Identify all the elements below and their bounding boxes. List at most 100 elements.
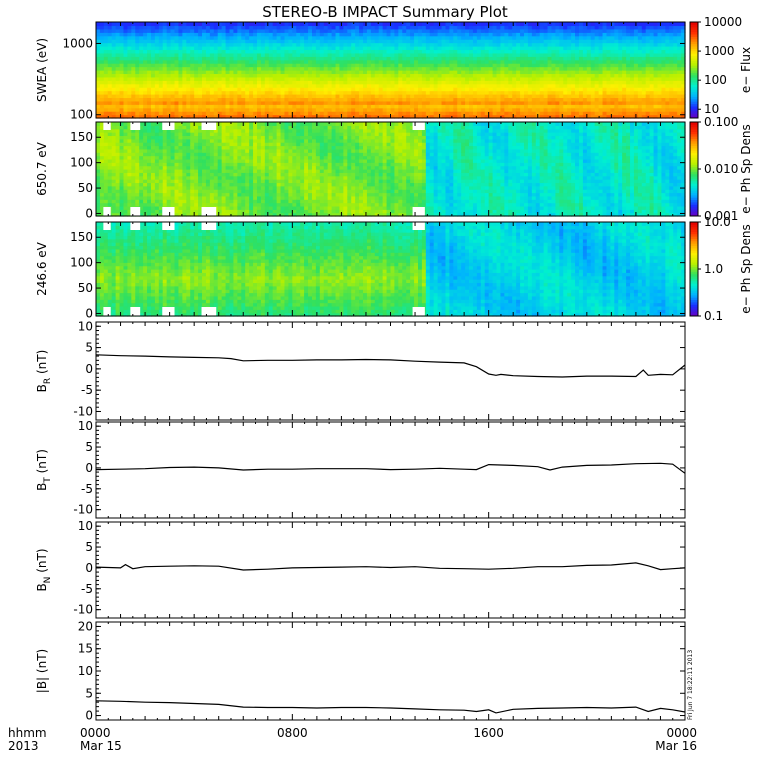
spectrogram-cell [606,100,611,105]
spectrogram-cell [143,192,148,197]
spectrogram-cell [417,100,423,105]
spectrogram-cell [311,76,317,81]
spectrogram-cell [363,114,368,119]
spectrogram-cell [296,80,301,85]
spectrogram-cell [661,25,666,30]
spectrogram-cell [107,165,113,170]
spectrogram-cell [147,155,152,160]
spectrogram-cell [539,97,545,102]
spectrogram-cell [115,179,121,184]
spectrogram-cell [359,56,364,61]
spectrogram-cell [213,59,219,64]
spectrogram-cell [182,199,187,204]
spectrogram-cell [249,42,254,47]
colorbar-swatch [690,103,698,107]
spectrogram-cell [335,76,341,81]
spectrogram-cell [516,32,521,37]
spectrogram-cell [135,138,140,143]
spectrogram-cell [461,35,466,40]
spectrogram-cell [681,76,686,81]
spectrogram-cell [618,59,623,64]
spectrogram-cell [637,46,643,51]
spectrogram-cell [649,42,655,47]
spectrogram-cell [665,32,670,37]
spectrogram-cell [158,80,164,85]
spectrogram-cell [653,100,659,105]
spectrogram-cell [661,49,666,54]
spectrogram-cell [445,52,450,57]
spectrogram-cell [143,35,148,40]
spectrogram-cell [527,73,533,78]
spectrogram-cell [300,35,305,40]
spectrogram-cell [115,158,121,163]
spectrogram-cell [500,63,505,68]
spectrogram-cell [363,90,368,95]
spectrogram-cell [311,63,317,68]
spectrogram-cell [131,148,136,153]
spectrogram-cell [111,189,117,194]
spectrogram-cell [551,83,557,88]
spectrogram-cell [343,42,348,47]
spectrogram-cell [213,66,219,71]
spectrogram-cell [253,56,258,61]
spectrogram-cell [461,46,466,51]
spectrogram-cell [202,63,207,68]
spectrogram-cell [158,100,164,105]
spectrogram-cell [598,97,604,102]
spectrogram-cell [551,46,557,51]
spectrogram-cell [669,28,674,33]
spectrogram-cell [256,104,262,109]
spectrogram-cell [626,97,631,102]
spectrogram-cell [453,52,458,57]
spectrogram-cell [425,114,431,119]
spectrogram-cell [382,104,388,109]
spectrogram-cell [555,90,560,95]
spectrogram-cell [520,52,525,57]
spectrogram-cell [174,169,180,173]
spectrogram-cell [500,73,505,78]
spectrogram-cell [202,114,207,119]
spectrogram-cell [669,66,674,71]
spectrogram-cell [398,87,403,92]
spectrogram-cell [425,97,431,102]
spectrogram-cell [335,97,341,102]
spectrogram-cell [264,104,270,109]
spectrogram-cell [582,73,588,78]
spectrogram-cell [359,32,364,37]
spectrogram-cell [119,87,125,92]
spectrogram-cell [606,63,611,68]
spectrogram-cell [476,66,482,71]
spectrogram-cell [433,35,439,40]
spectrogram-cell [182,59,187,64]
spectrogram-cell [268,73,274,78]
spectrogram-cell [276,87,282,92]
spectrogram-cell [653,39,659,44]
spectrogram-cell [645,59,651,64]
spectrogram-cell [315,76,321,81]
spectrogram-cell [437,104,443,109]
spectrogram-cell [378,66,384,71]
spectrogram-cell [96,100,101,105]
spectrogram-cell [304,107,309,112]
spectrogram-cell [626,80,631,85]
spectrogram-cell [194,39,199,44]
spectrogram-cell [103,169,109,173]
spectrogram-cell [457,28,462,33]
spectrogram-cell [614,111,619,116]
spectrogram-cell [276,35,282,40]
spectrogram-cell [147,32,152,37]
spectrogram-cell [359,87,364,92]
spectrogram-cell [292,107,297,112]
spectrogram-cell [645,97,651,102]
spectrogram-cell [531,32,537,37]
spectrogram-cell [520,22,525,27]
spectrogram-cell [158,25,164,30]
spectrogram-cell [174,22,180,27]
spectrogram-cell [272,49,278,54]
spectrogram-cell [457,49,462,54]
spectrogram-cell [508,107,513,112]
spectrogram-cell [99,182,105,187]
spectrogram-cell [272,39,278,44]
spectrogram-cell [618,39,623,44]
spectrogram-cell [527,100,533,105]
